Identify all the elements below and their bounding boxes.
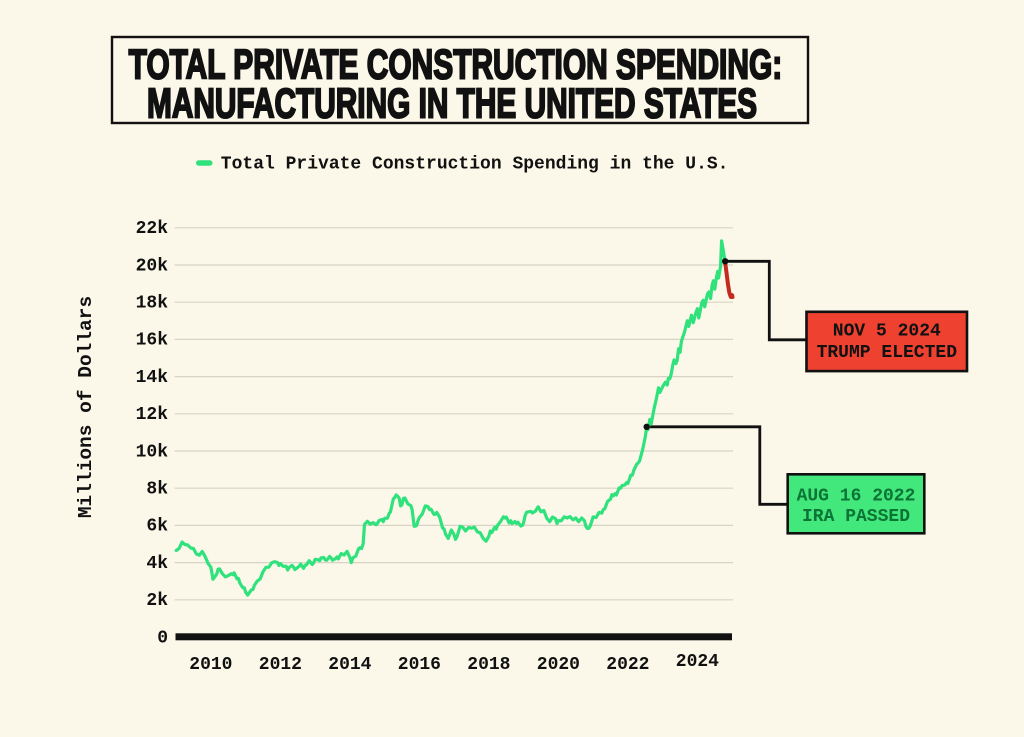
svg-text:6k: 6k [146, 517, 168, 537]
svg-text:NOV 5 2024: NOV 5 2024 [833, 322, 941, 342]
svg-text:Millions of Dollars: Millions of Dollars [75, 296, 97, 518]
svg-text:2014: 2014 [328, 655, 371, 675]
svg-text:8k: 8k [146, 480, 168, 500]
svg-text:22k: 22k [136, 219, 169, 239]
svg-text:0: 0 [157, 628, 168, 648]
svg-text:Total Private Construction Spe: Total Private Construction Spending in t… [221, 154, 729, 174]
svg-text:2010: 2010 [189, 655, 232, 675]
svg-text:14k: 14k [136, 368, 169, 388]
svg-text:2022: 2022 [606, 655, 649, 675]
svg-text:IRA PASSED: IRA PASSED [802, 507, 910, 527]
svg-text:AUG 16 2022: AUG 16 2022 [797, 487, 916, 507]
svg-text:MANUFACTURING IN THE UNITED ST: MANUFACTURING IN THE UNITED STATES [147, 80, 757, 127]
svg-text:10k: 10k [136, 442, 169, 462]
svg-text:20k: 20k [136, 256, 169, 276]
svg-text:16k: 16k [136, 331, 169, 351]
svg-text:4k: 4k [146, 554, 168, 574]
svg-text:2020: 2020 [537, 655, 580, 675]
svg-text:2012: 2012 [259, 655, 302, 675]
svg-text:2018: 2018 [467, 655, 510, 675]
svg-text:2k: 2k [146, 591, 168, 611]
svg-text:TRUMP ELECTED: TRUMP ELECTED [817, 343, 958, 363]
svg-text:2024: 2024 [676, 652, 719, 672]
svg-text:18k: 18k [136, 294, 169, 314]
svg-text:TOTAL PRIVATE CONSTRUCTION SPE: TOTAL PRIVATE CONSTRUCTION SPENDING: [129, 41, 783, 88]
svg-text:12k: 12k [136, 405, 169, 425]
svg-text:2016: 2016 [398, 655, 441, 675]
